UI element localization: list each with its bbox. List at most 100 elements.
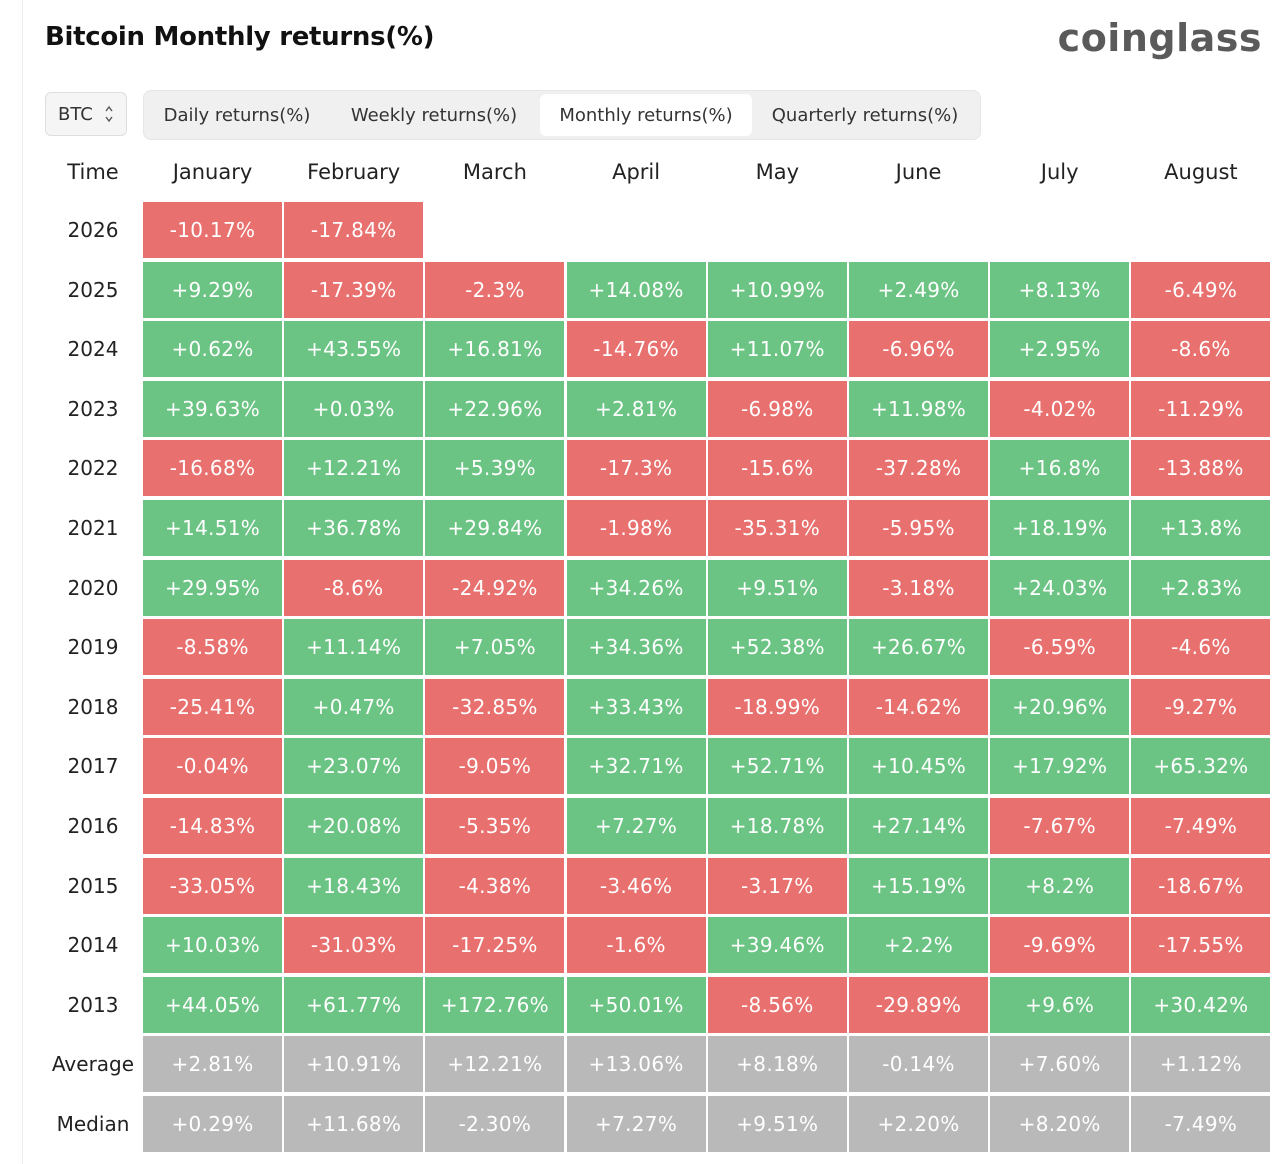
return-cell: -9.27% [1131,678,1271,735]
return-cell: +12.21% [284,440,424,497]
return-cell: -25.41% [143,678,282,735]
return-cell: -17.3% [566,440,706,497]
tab-weekly-returns[interactable]: Weekly returns(%) [350,104,518,126]
column-header-july: July [1040,160,1079,184]
return-cell: +9.6% [990,976,1130,1033]
return-cell: -37.28% [849,440,988,497]
return-cell: -32.85% [425,678,565,735]
return-cell: -10.17% [143,202,282,258]
return-cell: +27.14% [849,798,988,854]
return-cell: +17.92% [990,738,1130,795]
row-label-2015: 2015 [67,873,119,898]
return-cell: +20.96% [990,678,1130,735]
return-cell: -8.6% [1131,321,1271,378]
return-cell: -16.68% [143,440,282,497]
return-cell: -18.99% [707,678,847,735]
return-cell: -18.67% [1131,857,1271,914]
return-cell: -7.49% [1131,1096,1271,1152]
return-cell: +0.47% [284,678,424,735]
return-cell: +11.68% [284,1096,424,1152]
return-cell: -14.76% [566,321,706,378]
return-cell: +52.38% [707,619,847,676]
return-cell: -6.98% [707,380,847,437]
row-label-2016: 2016 [67,814,119,838]
return-cell: -29.89% [849,976,988,1033]
coin-selector[interactable]: BTC [45,92,127,136]
return-cell: +7.27% [566,1096,706,1152]
return-cell: -1.6% [566,917,706,974]
return-cell: -9.69% [990,917,1130,974]
return-cell: +7.05% [425,619,565,676]
tab-daily-returns[interactable]: Daily returns(%) [163,104,311,126]
return-cell: +0.29% [143,1096,282,1152]
return-cell: +61.77% [284,976,424,1033]
return-cell: +43.55% [284,321,424,378]
page-left-border [22,0,23,1164]
page-title: Bitcoin Monthly returns(%) [45,22,435,52]
return-cell: +2.81% [143,1036,282,1093]
return-cell: +22.96% [425,380,565,437]
return-cell: +10.03% [143,917,282,974]
row-label-2019: 2019 [67,635,119,660]
return-cell: +52.71% [707,738,847,795]
return-cell: +8.2% [990,857,1130,914]
return-cell: +2.2% [849,917,988,974]
return-cell: -7.49% [1131,798,1271,854]
column-header-april: April [612,160,661,184]
row-label-2020: 2020 [67,575,119,600]
return-cell: -8.56% [707,976,847,1033]
row-label-2024: 2024 [67,337,119,362]
return-cell: -6.59% [990,619,1130,676]
return-cell: +2.20% [849,1096,988,1152]
column-header-time: Time [67,160,119,184]
return-cell: -17.39% [284,261,424,318]
return-cell: -6.49% [1131,261,1271,318]
return-cell: -13.88% [1131,440,1271,497]
return-cell: +15.19% [849,857,988,914]
return-cell: -9.05% [425,738,565,795]
return-cell: +11.07% [707,321,847,378]
return-cell: +34.26% [566,559,706,616]
return-cell: +11.98% [849,380,988,437]
row-label-2026: 2026 [67,218,119,242]
column-header-june: June [895,160,942,184]
row-label-2023: 2023 [67,396,119,421]
return-cell: +2.83% [1131,559,1271,616]
return-cell: -8.58% [143,619,282,676]
return-cell: +14.08% [566,261,706,318]
return-cell: +7.60% [990,1036,1130,1093]
return-cell: +18.78% [707,798,847,854]
tab-monthly-returns[interactable]: Monthly returns(%) [540,94,752,136]
return-cell: -14.83% [143,798,282,854]
return-cell: +16.81% [425,321,565,378]
return-cell: +5.39% [425,440,565,497]
coin-selector-value: BTC [58,103,93,125]
return-cell: +10.45% [849,738,988,795]
return-cell: +2.81% [566,380,706,437]
return-cell: -0.14% [849,1036,988,1093]
column-header-may: May [755,160,799,184]
return-cell: -15.6% [707,440,847,497]
row-label-median: Median [56,1112,130,1136]
return-cell: +39.63% [143,380,282,437]
return-cell: +14.51% [143,500,282,556]
return-cell: +2.95% [990,321,1130,378]
return-cell: +23.07% [284,738,424,795]
returns-tabs: Daily returns(%) Weekly returns(%) Month… [143,90,981,140]
return-cell: -5.35% [425,798,565,854]
column-header-february: February [307,160,401,184]
return-cell: +50.01% [566,976,706,1033]
return-cell: -6.96% [849,321,988,378]
return-cell: -2.3% [425,261,565,318]
return-cell: +1.12% [1131,1036,1271,1093]
return-cell: +29.95% [143,559,282,616]
tab-quarterly-returns[interactable]: Quarterly returns(%) [771,104,959,126]
return-cell: -17.55% [1131,917,1271,974]
return-cell: +11.14% [284,619,424,676]
return-cell: +7.27% [566,798,706,854]
return-cell: -14.62% [849,678,988,735]
return-cell: -8.6% [284,559,424,616]
return-cell: -3.18% [849,559,988,616]
return-cell: +9.51% [707,1096,847,1152]
return-cell: +0.03% [284,380,424,437]
